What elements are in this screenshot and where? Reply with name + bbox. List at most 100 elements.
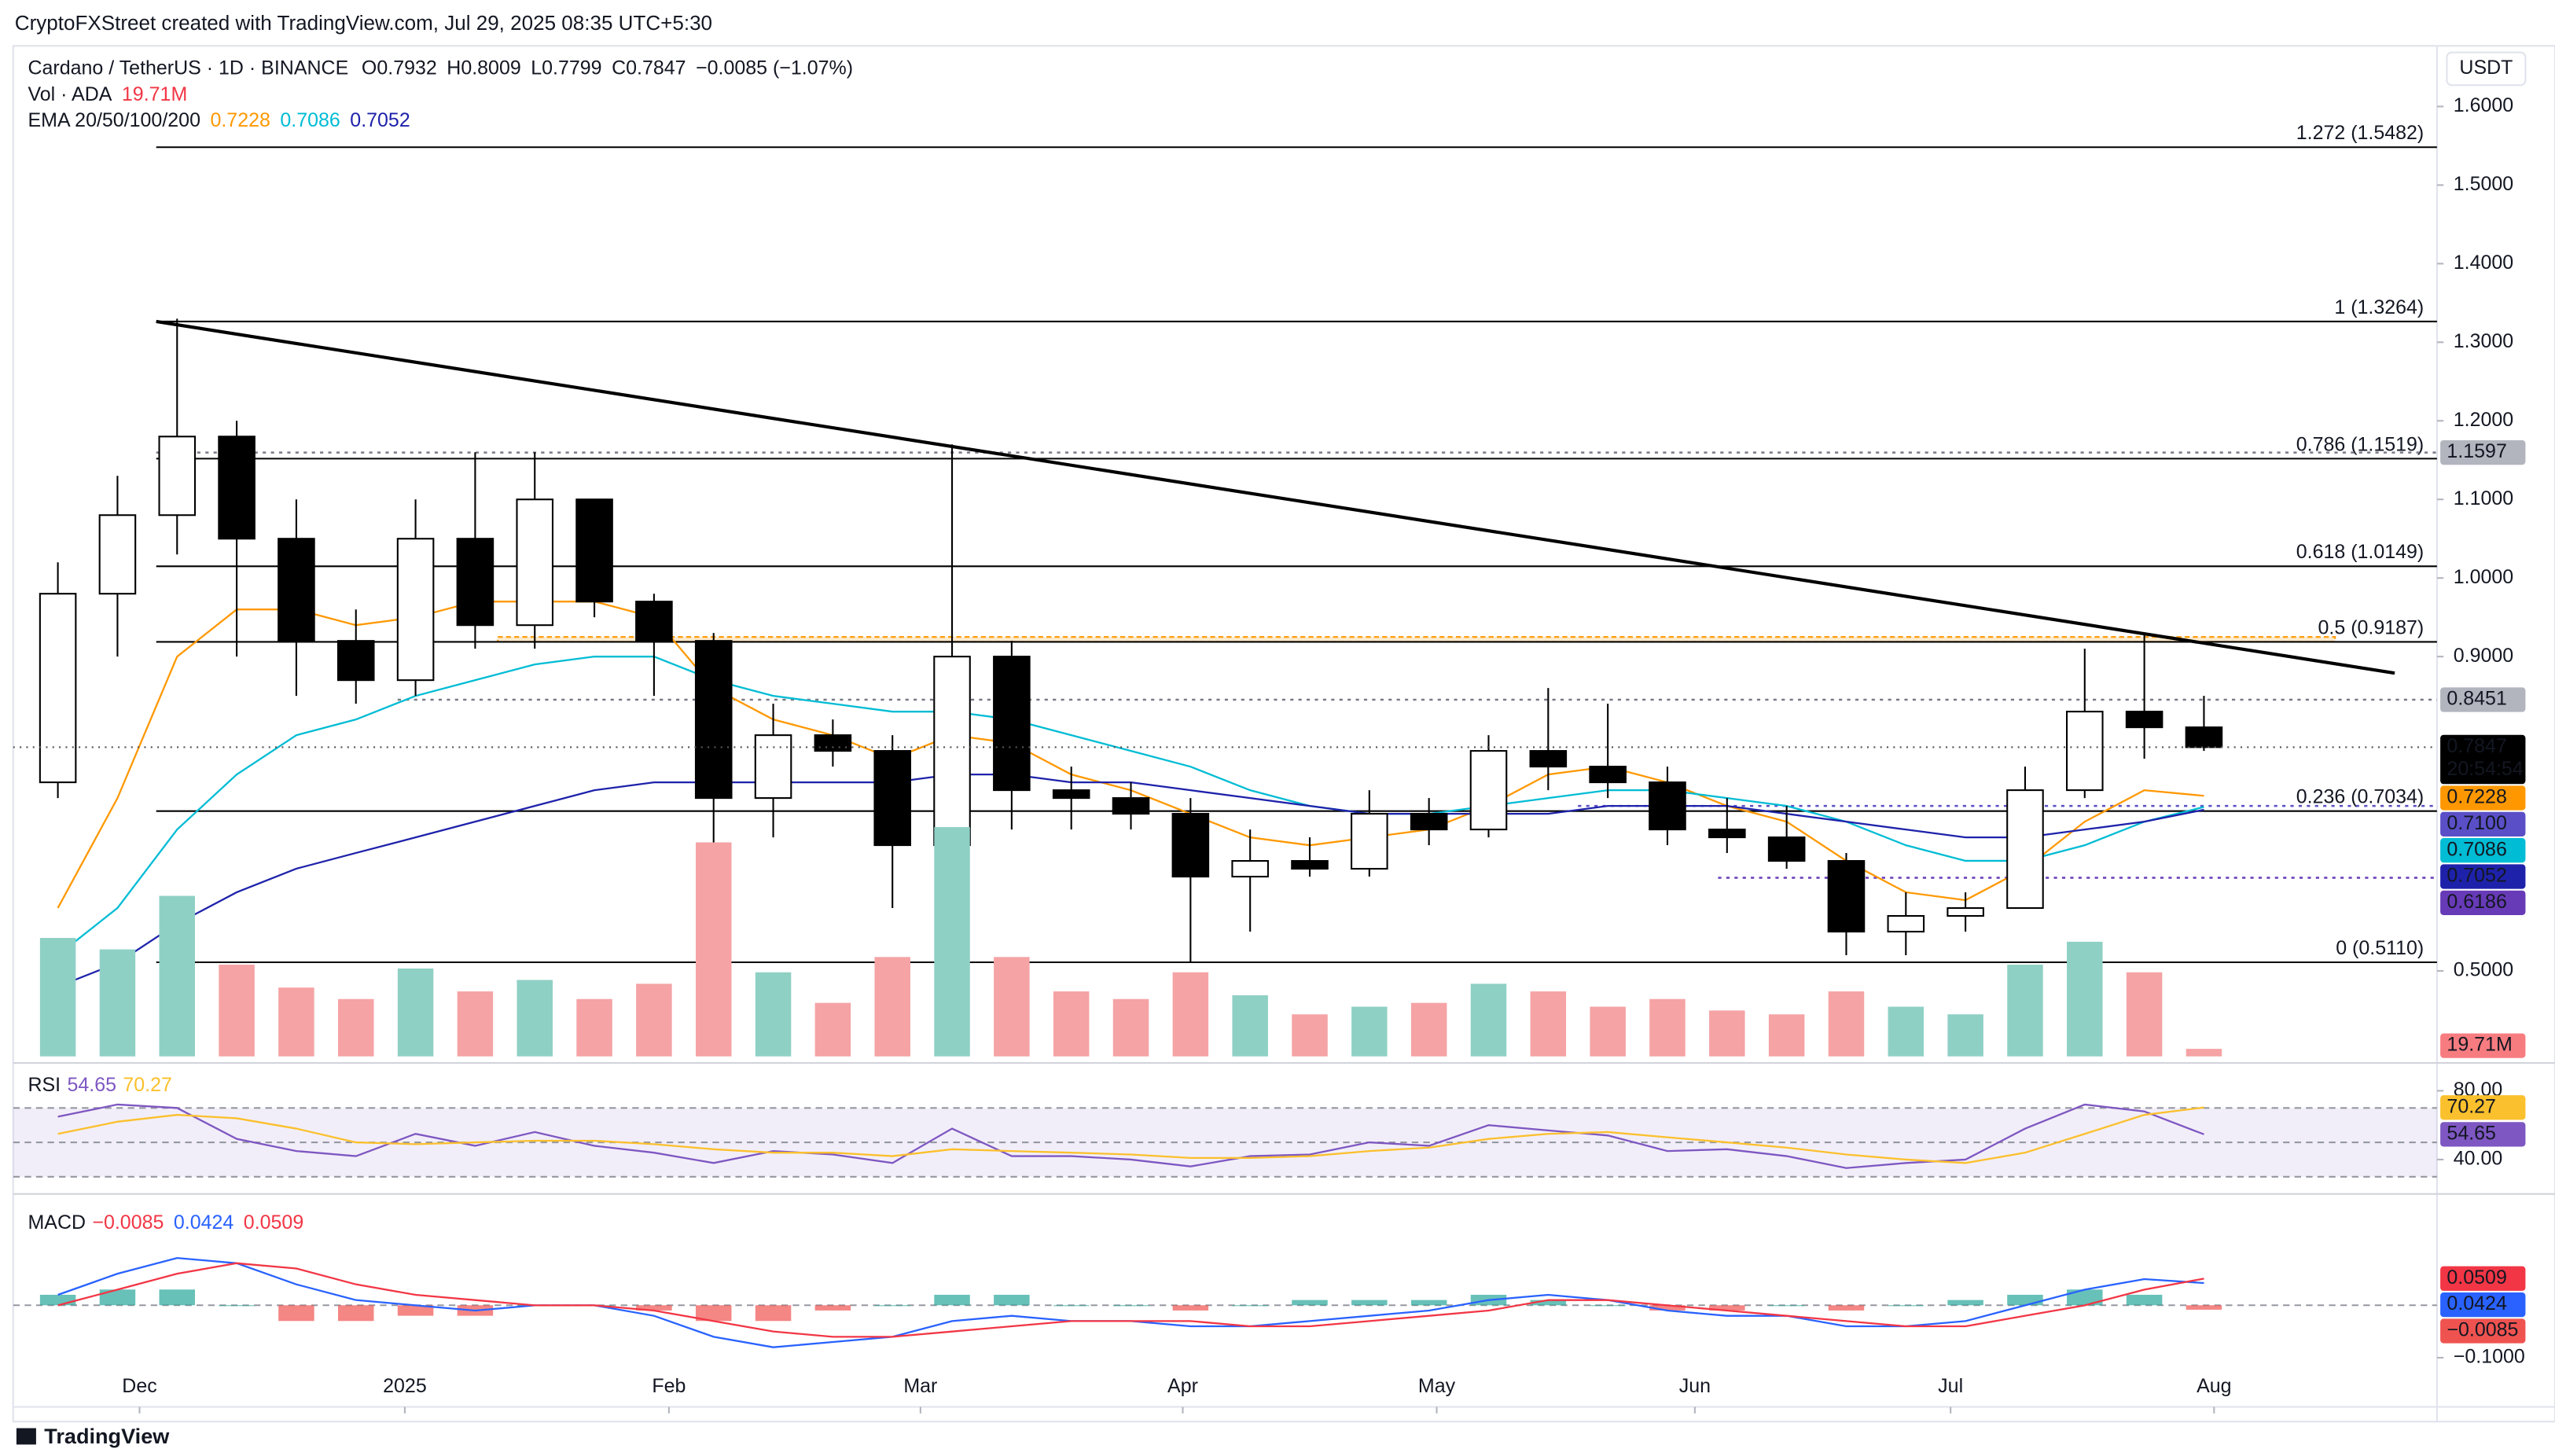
macd-histogram [636,1305,672,1311]
macd-histogram [1649,1305,1686,1311]
volume-label-box [2440,1033,2526,1058]
macd-histogram [1172,1305,1209,1311]
price-label: 0.8451 [2447,688,2506,710]
y-tick-label: 40.00 [2454,1148,2503,1170]
rsi-legend-value: 54.65 [67,1074,116,1096]
macd-legend: MACD −0.0085 0.0424 0.0509 [28,1211,303,1234]
macd-histogram [1590,1305,1626,1307]
candle-body [2185,726,2223,748]
volume-legend-label: Vol · ADA [28,83,112,105]
candle-body [575,498,613,603]
price-label-box [2440,687,2526,712]
x-tick-label: Jun [1679,1375,1711,1397]
candle-body [2125,711,2163,729]
candle-body [336,640,375,682]
candle-body [1112,797,1150,815]
y-tick-label: −0.1000 [2454,1346,2525,1368]
candle-body [1767,836,1806,862]
volume-bar [1112,998,1149,1057]
macd-histogram [1351,1300,1388,1306]
currency[interactable]: USDT [2459,57,2513,79]
macd-histogram [1947,1300,1983,1306]
ohlc-value: 0.7847 [626,57,686,79]
rsi-line [57,1103,2204,1169]
ohlc-label: O [362,57,377,79]
x-tick-label: Apr [1167,1375,1198,1397]
price-label-box [2440,890,2526,915]
volume-bar [1649,998,1686,1057]
candle-body [1410,813,1448,831]
candle-body [98,514,137,595]
candle-body [754,734,792,800]
y-tick-label: 1.6000 [2454,94,2513,116]
rsi-legend: RSI 54.65 70.27 [28,1074,171,1096]
macd-legend-label: MACD [28,1211,86,1234]
macd-histogram [1828,1305,1865,1311]
candle-body [1827,860,1866,933]
volume-bar [636,984,672,1057]
price-label: 0.0424 [2447,1292,2507,1314]
price-label: 0.7228 [2447,786,2506,808]
footer-logo [16,1428,36,1445]
countdown: 20:54:54 [2447,758,2523,780]
x-tick-label: Feb [652,1375,686,1397]
macd-histogram [1292,1300,1328,1306]
volume-legend: Vol · ADA 19.71M [28,83,187,105]
ema-legend-value: 0.7086 [280,109,340,131]
volume-legend-value: 19.71M [122,83,187,105]
candle-body [516,498,554,627]
y-tick-label: 1.2000 [2454,409,2513,431]
fib-label: 0.618 (1.0149) [2296,541,2424,563]
macd-histogram [2126,1294,2163,1306]
macd-histogram [1053,1305,1090,1307]
price-label: 0.7086 [2447,838,2506,860]
price-label: 54.65 [2447,1122,2496,1144]
fib-label: 0 (0.5110) [2336,937,2424,959]
candle-body [635,601,673,642]
y-tick-label: 1.1000 [2454,487,2513,509]
rsi-legend-value: 70.27 [123,1074,172,1096]
chart-frame [12,45,2555,1423]
candle-body [39,593,77,784]
price-label-box [2440,1292,2526,1318]
price-label-box [2440,864,2526,889]
volume-bar [1053,991,1090,1057]
candle-body [158,436,197,517]
macd-histogram [338,1305,374,1322]
ohlc-value: 0.7799 [542,57,601,79]
price-label-box [2440,838,2526,863]
volume-label: 19.71M [2447,1034,2512,1056]
candle-body [814,734,852,752]
x-tick-label: Mar [903,1375,937,1397]
candle-body [993,656,1031,792]
price-label: 0.7847 [2447,735,2506,757]
volume-bar [1470,984,1507,1057]
volume-bar [1947,1014,1983,1057]
macd-histogram [934,1294,970,1306]
volume-bar [278,987,314,1057]
candle-body [1231,860,1269,878]
volume-bar [874,957,910,1057]
fib-label: 0.236 (0.7034) [2296,786,2424,808]
x-tick-label: Aug [2197,1375,2231,1397]
rsi-line [57,1106,2204,1164]
macd-histogram [874,1305,910,1307]
volume-bar [2067,941,2103,1057]
currency-button[interactable] [2446,51,2527,86]
volume-bar [755,972,792,1057]
candle-body [1351,813,1388,870]
price-label-box [2440,811,2526,836]
y-tick-label: 0.5000 [2454,959,2513,981]
volume-bar [2007,965,2043,1057]
candle-body [1529,750,1568,768]
volume-bar [576,998,612,1057]
x-tick-label: Jul [1938,1375,1963,1397]
ema-line [57,601,2204,909]
volume-bar [159,895,196,1057]
macd-histogram [695,1305,732,1322]
macd-histogram [397,1305,434,1316]
macd-histogram [2067,1289,2103,1306]
change: −0.0085 (−1.07%) [696,57,853,79]
price-label-box [2440,1266,2526,1291]
price-label-box [2440,1095,2526,1120]
